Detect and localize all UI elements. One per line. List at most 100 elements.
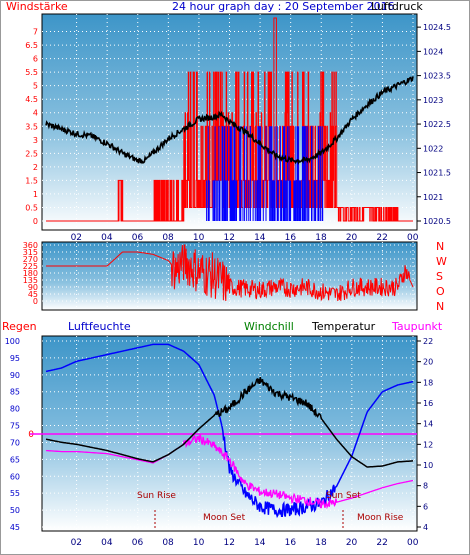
sun-set-label: Sun Set [326,491,361,501]
temp-humidity-series [30,343,417,519]
wind-direction-grid [42,242,417,310]
y-right-tick-label: 1024.5 [423,23,451,32]
wind-direction-series [46,244,414,302]
y-right-tick-label: 1022.5 [423,120,451,129]
y-left-tick-label: 7 [33,28,38,37]
y-left-tick-label: 0 [33,217,38,226]
pressure-line [45,76,414,165]
header-left-label: Windstärke [6,0,68,13]
y-right-tick-label: 1023.5 [423,72,451,81]
x-tick-label: 06 [132,538,144,548]
y-left-tick-label: 6.5 [25,41,38,50]
y-right-tick-label: 1024 [423,47,443,56]
temp-humidity-axis-ticks: 02 04 06 08 10 12 14 16 18 20 22 001009590858075706… [5,337,433,548]
compass-label: S [436,270,443,283]
x-tick-label: 14 [254,538,266,548]
x-tick-label: 10 [193,538,205,548]
y-left-tick-label: 4 [33,109,38,118]
temp-tick-label: 16 [423,399,433,408]
temp-humidity-grid [42,336,417,531]
wind-gust-bars [206,126,324,221]
direction-tick-label: 315 [23,248,38,257]
legend-rain: Regen [2,320,37,333]
y-right-tick-label: 1021 [423,193,443,202]
humidity-tick-label: 100 [5,337,20,346]
compass-label: N [436,300,444,313]
y-left-tick-label: 3.5 [25,122,38,131]
direction-tick-label: 225 [23,262,38,271]
compass-label: O [436,285,445,298]
temp-tick-label: 20 [423,358,433,367]
header-right-label: Luftdruck [371,0,423,13]
y-left-tick-label: 2 [33,163,38,172]
x-tick-label: 16 [285,538,297,548]
x-tick-label: 06 [132,233,144,243]
x-tick-label: 14 [254,233,266,243]
y-left-tick-label: 2.5 [25,149,38,158]
rain-zero-label: 0 [28,430,34,440]
y-left-tick-label: 1.5 [25,176,38,185]
x-tick-label: 22 [376,233,387,243]
y-right-tick-label: 1023 [423,96,443,105]
x-tick-label: 18 [315,233,327,243]
humidity-tick-label: 95 [10,354,20,363]
legend-humidity: Luftfeuchte [68,320,131,333]
dewpoint-line [45,434,414,510]
x-tick-label: 16 [285,233,297,243]
humidity-tick-label: 55 [10,489,20,498]
x-tick-label: 18 [315,538,327,548]
x-tick-label: 00 [407,538,419,548]
sun-rise-label: Sun Rise [137,491,176,501]
wind-pressure-axis-ticks: 02 04 06 08 10 12 14 16 18 20 22 0000.511.522.533.5… [25,23,451,243]
y-left-tick-label: 6 [33,55,38,64]
legend-temperature: Temperatur [311,320,376,333]
x-tick-label: 12 [224,233,235,243]
direction-tick-label: 0 [33,297,38,306]
x-tick-label: 20 [346,538,358,548]
y-left-tick-label: 0.5 [25,203,38,212]
x-tick-label: 02 [71,538,82,548]
direction-tick-label: 180 [23,269,38,278]
humidity-tick-label: 50 [10,506,20,515]
moon-set-label: Moon Set [203,513,246,523]
humidity-tick-label: 60 [10,472,20,481]
temp-tick-label: 18 [423,378,433,387]
direction-tick-label: 90 [28,283,38,292]
x-tick-label: 22 [376,538,387,548]
y-right-tick-label: 1021.5 [423,169,451,178]
y-left-tick-label: 4.5 [25,95,38,104]
y-left-tick-label: 5 [33,82,38,91]
direction-tick-label: 360 [23,241,38,250]
humidity-tick-label: 80 [10,405,20,414]
x-tick-label: 20 [346,233,358,243]
x-tick-label: 08 [162,233,174,243]
x-tick-label: 00 [407,233,419,243]
compass-label: N [436,240,444,253]
y-left-tick-label: 1 [33,190,38,199]
direction-tick-label: 135 [23,276,38,285]
moon-rise-label: Moon Rise [357,513,404,523]
temp-tick-label: 4 [423,523,428,532]
temp-tick-label: 12 [423,440,433,449]
wind-pressure-series [45,17,414,222]
header-title: 24 hour graph day : 20 September 2016 [172,0,395,13]
temp-tick-label: 8 [423,482,428,491]
x-tick-label: 12 [224,538,235,548]
legend-windchill: Windchill [244,320,294,333]
x-tick-label: 04 [101,233,113,243]
x-tick-label: 02 [71,233,82,243]
x-tick-label: 10 [193,233,205,243]
y-left-tick-label: 3 [33,136,38,145]
temp-tick-label: 6 [423,502,428,511]
compass-label: W [436,255,447,268]
y-right-tick-label: 1020.5 [423,217,451,226]
temperature-line [45,376,413,468]
humidity-tick-label: 45 [10,523,20,532]
temp-tick-label: 22 [423,337,433,346]
y-left-tick-label: 5.5 [25,68,38,77]
x-tick-label: 04 [101,538,113,548]
humidity-tick-label: 85 [10,388,20,397]
temp-tick-label: 14 [423,420,433,429]
